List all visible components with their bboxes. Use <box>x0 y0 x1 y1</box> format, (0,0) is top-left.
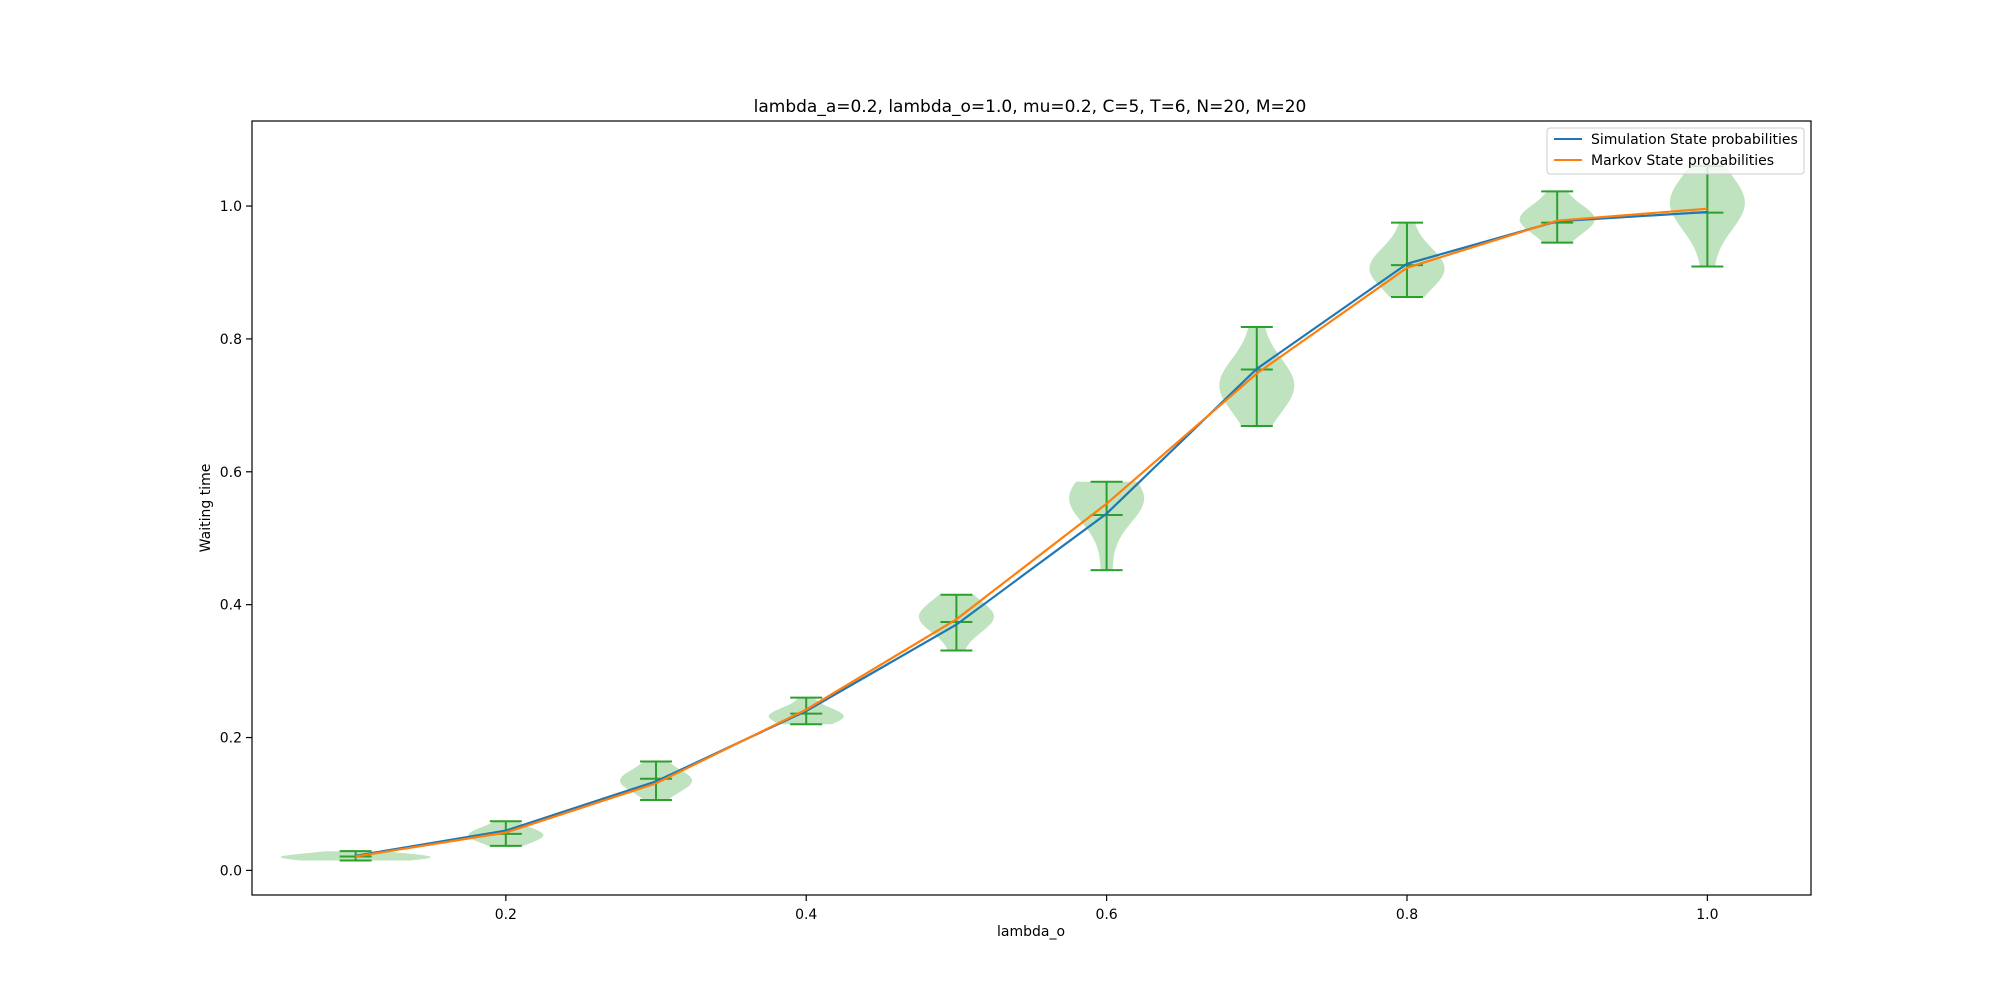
y-tick-label: 0.2 <box>220 731 242 747</box>
legend-label-markov: Markov State probabilities <box>1591 153 1774 169</box>
y-axis-label: Waiting time <box>198 464 214 553</box>
line-layer <box>355 207 1708 858</box>
x-tick-label: 0.4 <box>795 907 817 923</box>
legend-box <box>1546 127 1805 175</box>
y-tick-label: 0.4 <box>220 598 242 614</box>
x-tick-label: 0.6 <box>1095 907 1117 923</box>
chart-title: lambda_a=0.2, lambda_o=1.0, mu=0.2, C=5,… <box>754 97 1307 117</box>
x-axis-label: lambda_o <box>997 924 1065 940</box>
x-tick-label: 0.2 <box>495 907 517 923</box>
legend-label-simulation: Simulation State probabilities <box>1591 132 1798 148</box>
y-axis: 0.0 0.2 0.4 0.6 0.8 1.0 <box>220 199 252 879</box>
y-tick-label: 1.0 <box>220 199 242 215</box>
y-tick-label: 0.8 <box>220 332 242 348</box>
plot-frame <box>251 120 1812 896</box>
y-tick-label: 0.6 <box>220 465 242 481</box>
x-tick-label: 1.0 <box>1696 907 1718 923</box>
x-tick-label: 0.8 <box>1396 907 1418 923</box>
series-line-markov <box>355 207 1708 858</box>
y-tick-label: 0.0 <box>220 863 242 879</box>
x-axis: 0.2 0.4 0.6 0.8 1.0 <box>495 895 1718 923</box>
legend: Simulation State probabilities Markov St… <box>1546 127 1805 175</box>
series-line-simulation <box>355 210 1708 857</box>
